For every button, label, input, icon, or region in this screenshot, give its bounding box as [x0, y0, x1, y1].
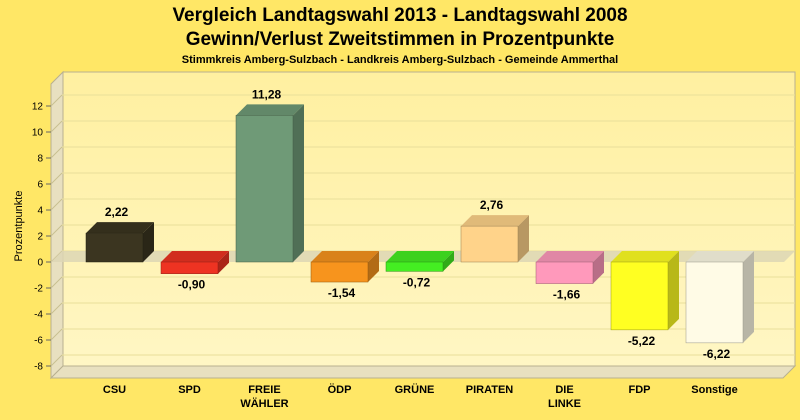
- bar-top: [686, 251, 754, 262]
- bar-side: [143, 222, 154, 262]
- data-label: -1,66: [553, 288, 581, 302]
- y-axis-label: Prozentpunkte: [13, 191, 25, 262]
- gridline-wall: [50, 328, 63, 341]
- bar: [685, 251, 754, 344]
- y-tick-label: 2: [37, 232, 43, 243]
- x-tick-label: DIE LINKE: [548, 384, 581, 410]
- bar-side: [743, 251, 754, 343]
- bar-side: [293, 104, 304, 262]
- y-tick-label: 12: [32, 102, 44, 113]
- bar: [385, 251, 454, 272]
- bar-front: [385, 261, 444, 272]
- y-tick-label: 6: [37, 180, 43, 191]
- bar: [535, 251, 604, 284]
- data-label: -0,90: [178, 278, 206, 292]
- y-tick-label: -2: [34, 284, 43, 295]
- bar-front: [460, 225, 519, 263]
- bar-side: [593, 251, 604, 284]
- gridline-wall: [50, 172, 63, 185]
- bar-side: [218, 251, 229, 274]
- bar: [85, 222, 154, 263]
- bar-side: [368, 251, 379, 283]
- gridline-wall: [50, 276, 63, 289]
- bar-top: [161, 251, 229, 262]
- bar-front: [160, 261, 219, 274]
- y-tick-label: -8: [34, 362, 43, 373]
- y-tick-label: 0: [37, 258, 43, 269]
- chart-caption: Stimmkreis Amberg-Sulzbach - Landkreis A…: [181, 54, 619, 66]
- bar-front: [235, 115, 294, 263]
- bar-front: [535, 261, 594, 284]
- bar-top: [311, 251, 379, 262]
- data-label: 11,28: [252, 87, 282, 101]
- x-tick-label: ÖDP: [328, 383, 352, 396]
- data-label: -5,22: [628, 334, 656, 348]
- data-label: -1,54: [328, 286, 356, 300]
- bar-side: [443, 251, 454, 272]
- data-label: 2,76: [480, 198, 504, 212]
- bar-front: [685, 261, 744, 344]
- bar: [460, 215, 529, 263]
- data-label: -0,72: [403, 275, 431, 289]
- bar: [235, 104, 304, 263]
- bar-top: [86, 222, 154, 234]
- gridline-wall: [50, 120, 63, 133]
- gridline-wall: [50, 354, 63, 367]
- bar-front: [610, 261, 669, 331]
- x-tick-label: PIRATEN: [466, 384, 514, 396]
- y-tick-label: 8: [37, 154, 43, 165]
- gridline-wall: [50, 146, 63, 159]
- bar-side: [668, 251, 679, 330]
- gridline-wall: [50, 198, 63, 211]
- y-tick-label: 4: [37, 206, 43, 217]
- x-tick-label: SPD: [178, 384, 201, 396]
- x-tick-label: FREIE WÄHLER: [240, 384, 288, 410]
- bar-front: [85, 232, 144, 263]
- bar-top: [611, 251, 679, 262]
- gridline-wall: [50, 94, 63, 107]
- x-tick-label: Sonstige: [691, 384, 737, 396]
- bar-top: [386, 251, 454, 262]
- data-label: 2,22: [105, 205, 129, 219]
- y-tick-label: -4: [34, 310, 43, 321]
- bar-front: [310, 261, 369, 283]
- y-tick-label: -6: [34, 336, 43, 347]
- bar: [160, 251, 229, 274]
- bar: [610, 251, 679, 331]
- chart-title: Vergleich Landtagswahl 2013 - Landtagswa…: [172, 5, 628, 26]
- bar-top: [536, 251, 604, 262]
- bar-top: [236, 104, 304, 116]
- gridline-wall: [50, 302, 63, 315]
- chart-subtitle: Gewinn/Verlust Zweitstimmen in Prozentpu…: [185, 29, 615, 50]
- x-tick-label: FDP: [629, 384, 651, 396]
- gridline-wall: [50, 224, 63, 237]
- y-tick-label: 10: [32, 128, 44, 139]
- data-label: -6,22: [703, 347, 731, 361]
- bar: [310, 251, 379, 283]
- x-tick-label: GRÜNE: [395, 383, 435, 396]
- x-tick-label: CSU: [103, 384, 126, 396]
- bar-side: [518, 215, 529, 262]
- bar-top: [461, 215, 529, 227]
